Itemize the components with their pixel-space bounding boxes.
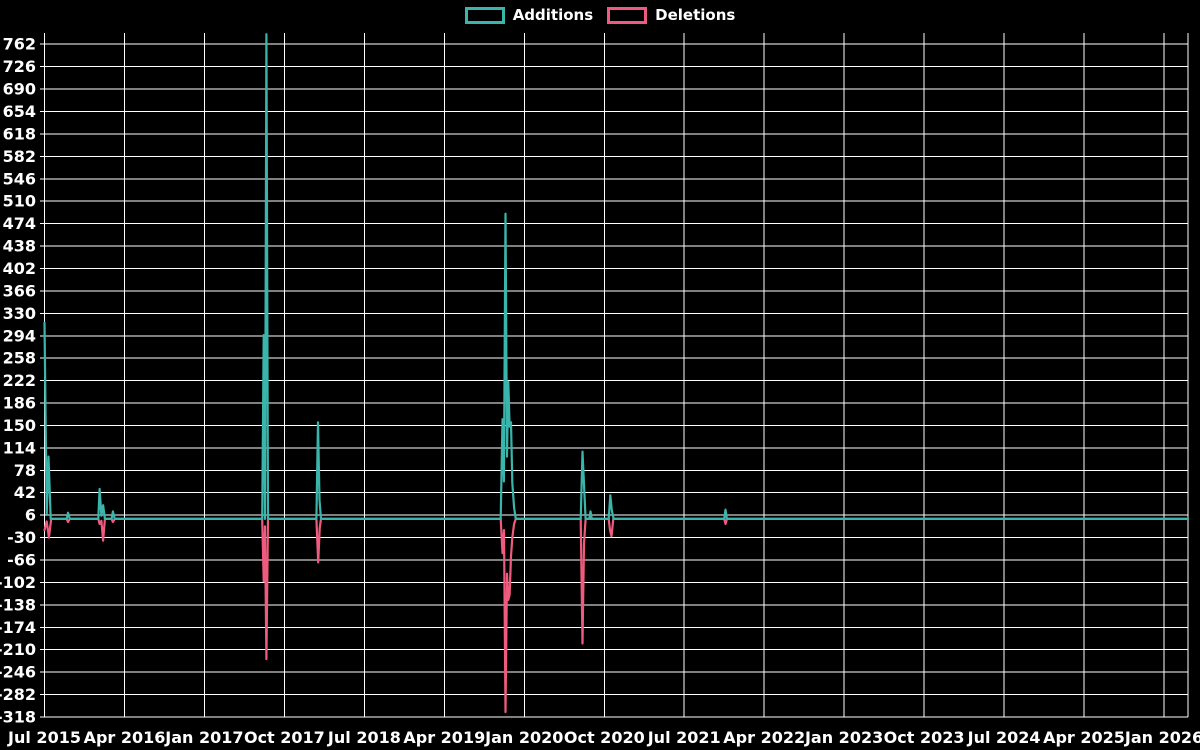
legend-label-deletions: Deletions — [655, 6, 736, 24]
y-tick-label: 258 — [3, 349, 36, 368]
x-tick-label: Apr 2019 — [403, 728, 485, 747]
chart-legend: Additions Deletions — [0, 7, 1200, 24]
series-line-deletions — [43, 517, 1190, 714]
y-tick-label: 582 — [3, 147, 36, 166]
y-axis-tick-labels: 762 726 690 654 618 582 546 510 474 438 402 366 330 2… — [0, 35, 36, 727]
y-tick-label: 150 — [3, 416, 36, 435]
x-tick-label: Apr 2022 — [723, 728, 805, 747]
y-tick-label: 42 — [14, 483, 36, 502]
y-tick-label: 438 — [3, 237, 36, 256]
x-tick-label: Jan 2023 — [804, 728, 883, 747]
x-tick-label: Jul 2021 — [647, 728, 721, 747]
x-tick-label: Jan 2017 — [164, 728, 243, 747]
y-tick-label: 294 — [3, 326, 36, 345]
y-tick-label: 618 — [3, 124, 36, 143]
v-gridlines — [44, 33, 1189, 717]
x-tick-label: Jul 2015 — [7, 728, 81, 747]
y-tick-label: 366 — [3, 281, 36, 300]
y-tick-label: 6 — [25, 506, 36, 525]
y-tick-label: 762 — [3, 35, 36, 54]
x-tick-label: Jan 2020 — [484, 728, 563, 747]
y-tick-label: -318 — [0, 708, 36, 727]
y-tick-label: -66 — [7, 551, 36, 570]
y-tick-label: 726 — [3, 57, 36, 76]
y-tick-label: 78 — [14, 461, 36, 480]
y-tick-label: -282 — [0, 685, 36, 704]
additions-swatch-icon — [464, 7, 505, 24]
y-tick-label: 114 — [3, 438, 36, 457]
deletions-swatch-icon — [607, 7, 648, 24]
y-tick-label: -138 — [0, 595, 36, 614]
series-line-additions — [43, 33, 1190, 521]
x-tick-label: Apr 2025 — [1043, 728, 1125, 747]
x-axis-tick-labels: Jul 2015 Apr 2016 Jan 2017 Oct 2017 Jul 2018… — [7, 728, 1200, 747]
y-tick-label: 186 — [3, 394, 36, 413]
h-gridlines — [40, 43, 1188, 718]
y-tick-label: 330 — [3, 304, 36, 323]
y-tick-label: -102 — [0, 573, 36, 592]
x-tick-label: Oct 2020 — [564, 728, 645, 747]
x-tick-label: Oct 2017 — [244, 728, 325, 747]
x-tick-label: Jan 2026 — [1124, 728, 1200, 747]
y-tick-label: 474 — [3, 214, 36, 233]
legend-item-additions[interactable]: Additions — [464, 6, 594, 24]
y-tick-label: -30 — [7, 528, 36, 547]
y-tick-label: 510 — [3, 192, 36, 211]
legend-item-deletions[interactable]: Deletions — [607, 7, 735, 24]
y-tick-label: -246 — [0, 663, 36, 682]
legend-label-additions: Additions — [512, 6, 594, 24]
y-tick-label: -210 — [0, 640, 36, 659]
y-tick-label: 546 — [3, 169, 36, 188]
y-tick-label: -174 — [0, 618, 36, 637]
x-tick-label: Oct 2023 — [884, 728, 965, 747]
y-tick-label: 222 — [3, 371, 36, 390]
y-tick-label: 690 — [3, 80, 36, 99]
x-tick-label: Apr 2016 — [84, 728, 166, 747]
y-tick-label: 654 — [3, 102, 36, 121]
x-tick-label: Jul 2024 — [967, 728, 1041, 747]
y-tick-label: 402 — [3, 259, 36, 278]
data-series — [43, 33, 1190, 714]
x-tick-label: Jul 2018 — [327, 728, 401, 747]
